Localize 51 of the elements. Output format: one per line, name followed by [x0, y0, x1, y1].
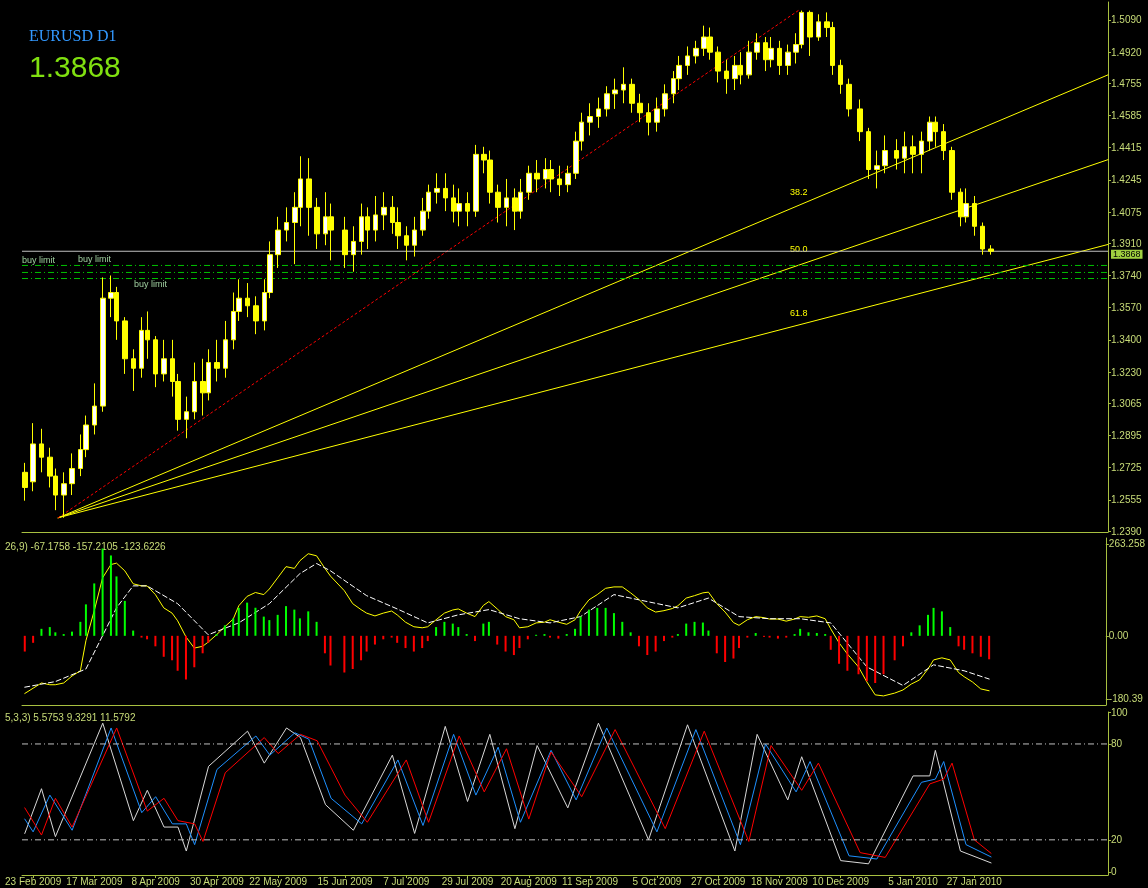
x-tick-label: 29 Jul 2009 — [441, 875, 494, 887]
y-tick-label: 1.4245 — [1111, 174, 1143, 186]
y-tick-label: 1.3570 — [1111, 302, 1143, 314]
y-tick-label: 1.3065 — [1111, 397, 1143, 409]
x-tick-label: 22 May 2009 — [249, 875, 308, 887]
chart-title: 26,9) -67.1758 -157.2105 -123.6226 — [5, 540, 167, 552]
x-tick-label: 20 Aug 2009 — [500, 875, 558, 887]
ref-line-label: buy limit — [134, 279, 168, 290]
x-tick-label: 10 Dec 2009 — [812, 875, 870, 887]
ref-line-label: buy limit — [22, 254, 56, 265]
y-tick-label: 1.4075 — [1111, 206, 1143, 218]
y-tick-label: 1.3400 — [1111, 334, 1143, 346]
y-tick-label: 0.00 — [1108, 630, 1129, 642]
y-tick-label: 263.258 — [1108, 538, 1146, 550]
text: EURUSD D1 — [29, 26, 117, 44]
y-tick-label: 1.4920 — [1111, 46, 1143, 58]
annotation: 50.0 — [790, 243, 808, 254]
x-tick-label: 23 Feb 2009 — [5, 875, 62, 887]
y-tick-label: 100 — [1111, 706, 1129, 718]
ref-line-label: buy limit — [78, 253, 112, 264]
y-tick-label: 1.2555 — [1111, 494, 1143, 506]
y-tick-label: 1.2390 — [1111, 525, 1143, 537]
x-tick-label: 7 Jul 2009 — [383, 875, 430, 887]
annotation: 38.2 — [790, 186, 808, 197]
y-tick-label: 1.3230 — [1111, 366, 1143, 378]
x-tick-label: 27 Oct 2009 — [690, 875, 746, 887]
y-tick-label: 20 — [1111, 834, 1123, 846]
x-tick-label: 8 Apr 2009 — [131, 875, 181, 887]
x-tick-label: 5 Oct 2009 — [632, 875, 682, 887]
y-tick-label: 1.4755 — [1111, 77, 1143, 89]
y-tick-label: 1.3740 — [1111, 269, 1143, 281]
x-tick-label: 5 Jan 2010 — [888, 875, 939, 887]
text: 1.3868 — [29, 49, 121, 83]
x-tick-label: 30 Apr 2009 — [189, 875, 245, 887]
annotation: 61.8 — [790, 307, 808, 318]
x-tick-label: 17 Mar 2009 — [66, 875, 123, 887]
x-tick-label: 18 Nov 2009 — [751, 875, 809, 887]
y-tick-label: 0 — [1111, 866, 1117, 878]
y-tick-label: 1.4585 — [1111, 110, 1143, 122]
x-tick-label: 11 Sep 2009 — [562, 875, 619, 887]
y-tick-label: 80 — [1111, 738, 1123, 750]
y-tick-label: 1.2725 — [1111, 462, 1143, 474]
y-tick-label: 1.4415 — [1111, 142, 1143, 154]
y-tick-label: 1.3910 — [1111, 237, 1143, 249]
y-tick-label: 1.2895 — [1111, 429, 1143, 441]
y-tick-label: 1.5090 — [1111, 14, 1143, 26]
ref-line-label: 1.3868 — [1113, 249, 1141, 260]
x-tick-label: 27 Jan 2010 — [946, 875, 1003, 887]
y-tick-label: -180.39 — [1108, 693, 1144, 705]
chart-title: 5,3,3) 5.5753 9.3291 11.5792 — [5, 711, 136, 723]
x-tick-label: 15 Jun 2009 — [317, 875, 373, 887]
